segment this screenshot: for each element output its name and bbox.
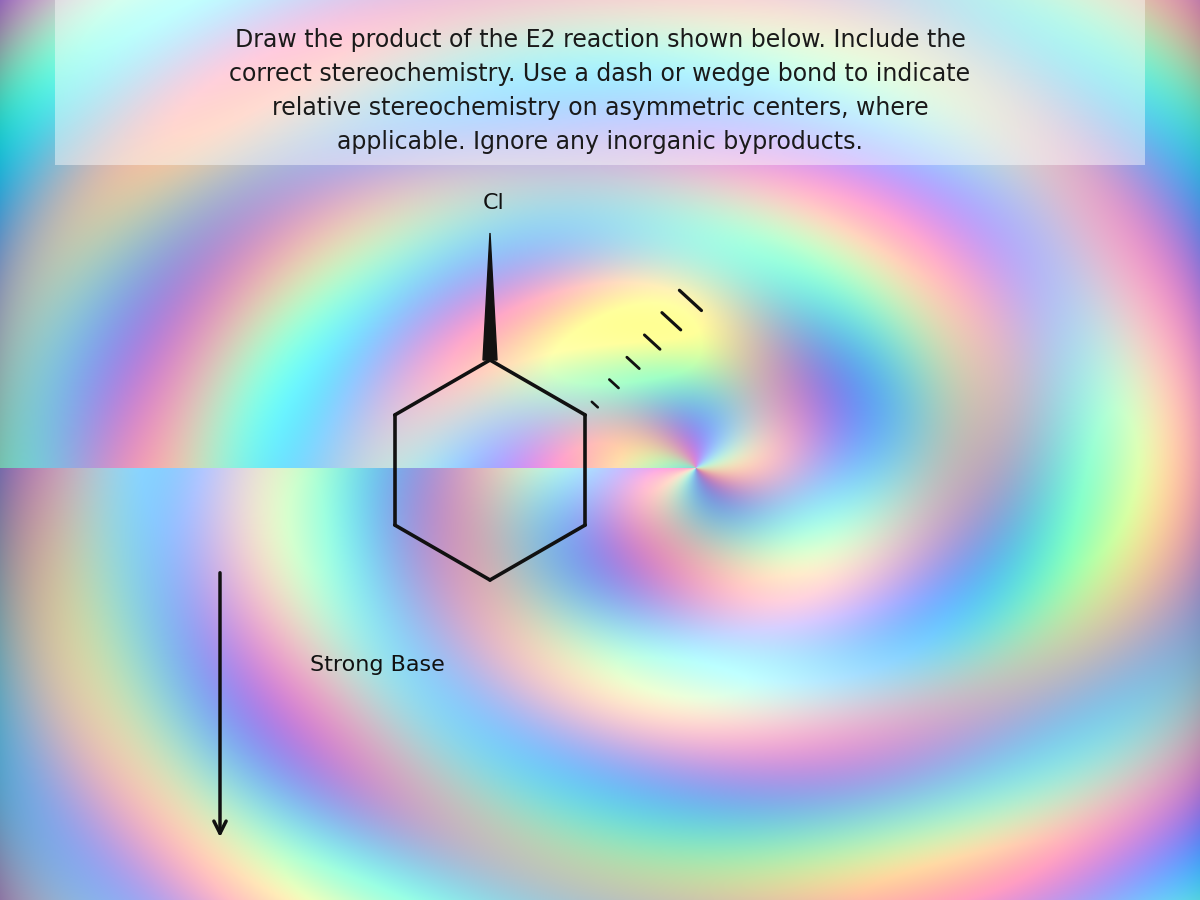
Text: correct stereochemistry. Use a dash or wedge bond to indicate: correct stereochemistry. Use a dash or w… [229,62,971,86]
Text: applicable. Ignore any inorganic byproducts.: applicable. Ignore any inorganic byprodu… [337,130,863,154]
Polygon shape [482,233,497,360]
Text: relative stereochemistry on asymmetric centers, where: relative stereochemistry on asymmetric c… [271,96,929,120]
Text: Draw the product of the E2 reaction shown below. Include the: Draw the product of the E2 reaction show… [234,28,966,52]
Text: Strong Base: Strong Base [310,655,445,675]
Text: Cl: Cl [484,193,505,213]
Bar [55,0,1145,165]
